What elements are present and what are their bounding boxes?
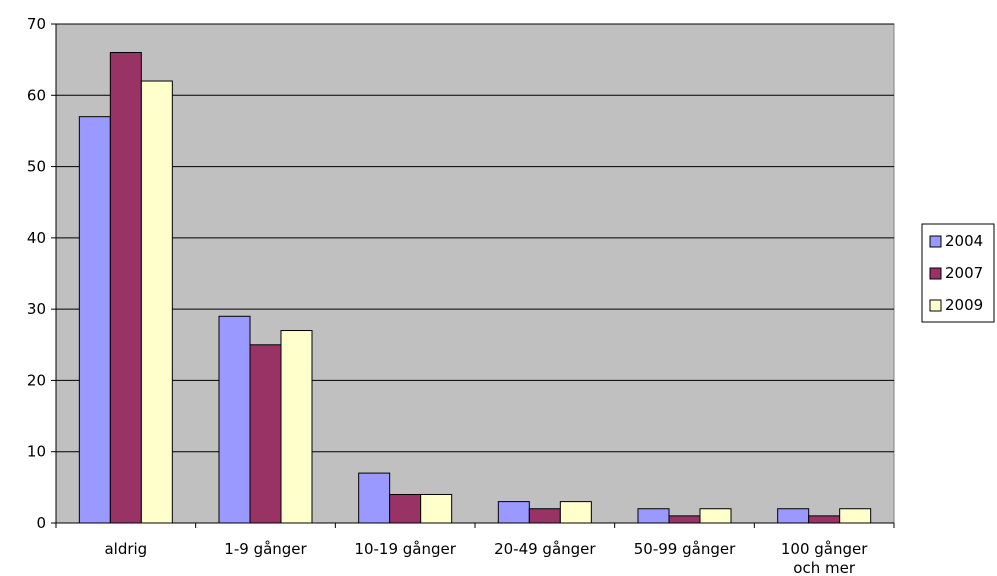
legend: 2004 2007 2009 — [921, 223, 995, 323]
bar-2009-5 — [839, 508, 872, 524]
y-tick-label: 50 — [27, 158, 46, 176]
bar-2007-0 — [109, 52, 142, 524]
x-category-label: aldrig — [104, 540, 147, 558]
bar-2009-2 — [420, 493, 453, 524]
bar-2004-5 — [777, 508, 810, 524]
bar-2009-4 — [699, 508, 732, 524]
y-tick-label: 30 — [27, 300, 46, 318]
x-category-labels: aldrig 1-9 gånger 10-19 gånger 20-49 gånger… — [104, 540, 868, 576]
bar-2007-3 — [528, 508, 561, 524]
bar-2009-1 — [280, 330, 313, 524]
y-tick-label: 40 — [27, 229, 46, 247]
legend-swatch-2009 — [929, 299, 942, 312]
bar-2004-4 — [637, 508, 670, 524]
legend-label-2007: 2007 — [945, 264, 983, 282]
bar-2009-3 — [559, 501, 592, 524]
axes — [51, 23, 895, 528]
y-tick-label: 70 — [27, 15, 46, 33]
bar-2004-1 — [218, 315, 251, 524]
bar-2007-5 — [808, 515, 841, 524]
legend-label-2004: 2004 — [945, 232, 983, 250]
y-tick-label: 60 — [27, 86, 46, 104]
bar-2007-4 — [668, 515, 701, 524]
bar-2009-0 — [140, 80, 173, 524]
bar-2004-2 — [358, 472, 391, 524]
x-category-label: 100 gånger — [781, 540, 868, 558]
x-category-label: och mer — [793, 559, 856, 576]
y-tick-labels: 0 10 20 30 40 50 60 70 — [27, 15, 46, 532]
bar-2007-1 — [249, 344, 282, 524]
bar-2007-2 — [389, 493, 422, 524]
plot-area — [55, 23, 895, 524]
bar-2004-3 — [497, 501, 530, 524]
bar-2004-0 — [78, 116, 111, 524]
y-tick-label: 0 — [36, 514, 46, 532]
y-tick-label: 20 — [27, 371, 46, 389]
x-category-label: 10-19 gånger — [354, 540, 456, 558]
legend-swatch-2007 — [929, 267, 942, 280]
legend-label-2009: 2009 — [945, 296, 983, 314]
y-tick-label: 10 — [27, 443, 46, 461]
x-category-label: 1-9 gånger — [224, 540, 307, 558]
gridlines — [56, 23, 894, 453]
x-category-label: 20-49 gånger — [494, 540, 596, 558]
bars — [78, 52, 872, 524]
x-category-label: 50-99 gånger — [634, 540, 736, 558]
legend-swatch-2004 — [929, 235, 942, 248]
